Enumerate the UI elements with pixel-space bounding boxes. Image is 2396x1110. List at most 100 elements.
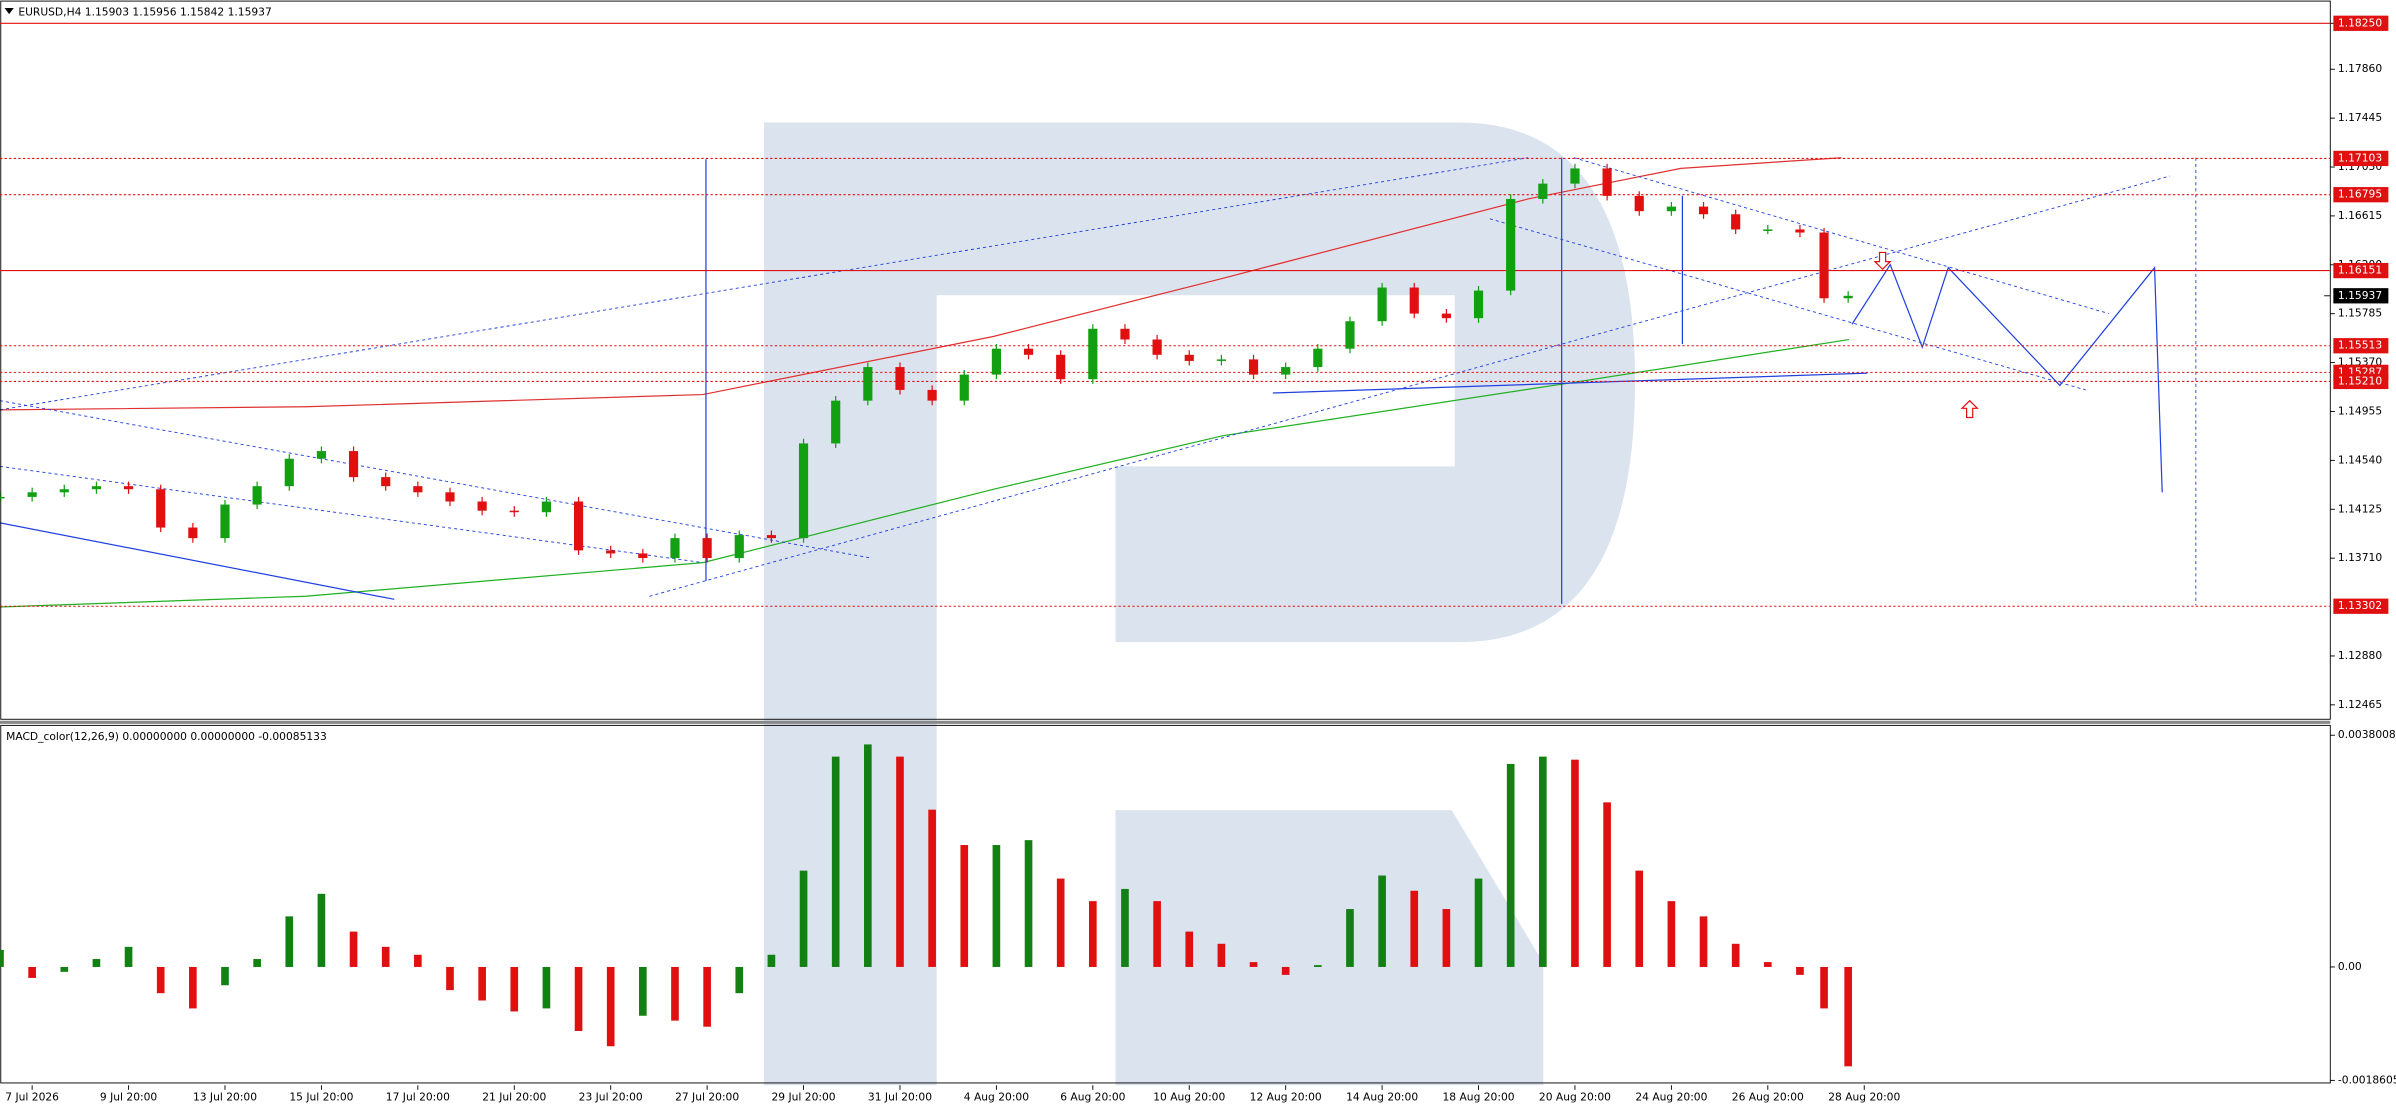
- drawings: [0, 157, 2197, 608]
- trend-line: [1573, 157, 2109, 315]
- macd-bar: [253, 959, 261, 967]
- candle: [1763, 229, 1773, 231]
- x-tick-label: 12 Aug 20:00: [1250, 1090, 1322, 1103]
- candle: [638, 553, 648, 559]
- candle: [381, 477, 391, 487]
- candle: [1184, 354, 1194, 361]
- x-tick-label: 20 Aug 20:00: [1539, 1090, 1611, 1103]
- ma-red: [0, 157, 1842, 411]
- candle: [1409, 287, 1419, 314]
- macd-bar: [896, 756, 904, 967]
- candle: [606, 550, 616, 554]
- macd-frame: [0, 724, 2331, 1084]
- price-frame: [0, 0, 2331, 720]
- x-tick-label: 31 Jul 20:00: [868, 1090, 932, 1103]
- macd-bar: [446, 966, 454, 991]
- candle: [541, 501, 551, 513]
- macd-bar: [1121, 888, 1129, 967]
- y-tick-label: 1.13710: [2338, 551, 2382, 564]
- candle: [284, 458, 294, 487]
- macd-bar: [1796, 966, 1804, 975]
- trend-line: [1272, 372, 1868, 394]
- macd-bar: [864, 744, 872, 967]
- candle: [1666, 206, 1676, 212]
- candle: [156, 489, 166, 528]
- macd-bar: [1410, 890, 1419, 967]
- macd-bar: [1820, 966, 1828, 1009]
- macd-bar: [349, 931, 358, 967]
- candle: [1281, 367, 1291, 375]
- candle: [798, 443, 809, 539]
- x-tick-label: 17 Jul 20:00: [386, 1090, 450, 1103]
- candle: [1313, 348, 1323, 368]
- x-tick-label: 10 Aug 20:00: [1153, 1090, 1225, 1103]
- x-tick-label: 27 Jul 20:00: [675, 1090, 739, 1103]
- trend-line: [0, 157, 1529, 411]
- x-tick-label: 9 Jul 20:00: [100, 1090, 157, 1103]
- x-tick-label: 23 Jul 20:00: [579, 1090, 643, 1103]
- menu-triangle: [4, 7, 14, 15]
- macd-bar: [1474, 878, 1483, 967]
- macd-bar: [671, 966, 679, 1021]
- arrow-down: [1873, 251, 1892, 271]
- level-label-box: [2333, 262, 2389, 279]
- macd-bar: [1763, 962, 1772, 967]
- candle: [927, 389, 937, 401]
- y-tick-label: 1.14125: [2338, 502, 2382, 515]
- y-tick-label: 1.15785: [2338, 307, 2382, 320]
- watermark-base: [1115, 810, 1544, 1086]
- candle: [702, 538, 712, 559]
- trend-line: [0, 400, 872, 559]
- candle: [1602, 168, 1612, 196]
- chart-title: EURUSD,H4 1.15903 1.15956 1.15842 1.1593…: [18, 6, 271, 19]
- macd-bar: [960, 845, 969, 967]
- candle: [1088, 328, 1098, 380]
- candle: [1731, 214, 1741, 230]
- macd-bar: [928, 809, 936, 967]
- macd-bar: [381, 946, 390, 967]
- ma-green: [0, 338, 1850, 608]
- candle: [477, 501, 487, 511]
- macd-bar: [1506, 763, 1515, 967]
- macd-bar: [831, 756, 840, 967]
- candle: [27, 492, 37, 497]
- candle: [1056, 354, 1066, 380]
- candle: [959, 374, 969, 401]
- macd-bar: [414, 954, 422, 967]
- macd-bar: [0, 949, 4, 967]
- macd-bar: [767, 954, 776, 967]
- macd-bar: [1731, 943, 1740, 967]
- y-tick-label: 1.16615: [2338, 209, 2382, 222]
- watermark-r: [764, 122, 1636, 1086]
- candle: [509, 510, 519, 513]
- candle: [1843, 295, 1853, 299]
- x-tick-label: 7 Jul 2026: [5, 1090, 59, 1103]
- last-price-label: 1.15937: [2338, 289, 2382, 302]
- macd-bar: [1538, 756, 1547, 967]
- y-tick-label: 0.00: [2338, 960, 2362, 973]
- candle: [1634, 195, 1644, 212]
- candle: [188, 527, 198, 539]
- candle: [413, 486, 423, 493]
- candle: [1152, 339, 1162, 355]
- macd-bar: [156, 966, 165, 994]
- y-tick-label: 1.12465: [2338, 698, 2382, 711]
- candle: [734, 535, 744, 559]
- level-label: 1.13302: [2338, 599, 2382, 612]
- candle: [831, 400, 841, 444]
- x-tick-label: 21 Jul 20:00: [482, 1090, 546, 1103]
- macd-bar: [1346, 909, 1354, 967]
- macd-bar: [285, 916, 294, 967]
- candle: [123, 486, 134, 490]
- macd-bar: [1024, 840, 1033, 967]
- candle: [1795, 229, 1805, 233]
- macd-bar: [574, 966, 583, 1031]
- candle: [1345, 321, 1355, 349]
- trend-line: [0, 465, 703, 564]
- candle: [991, 348, 1001, 375]
- y-tick-label: 1.14955: [2338, 404, 2382, 417]
- candle: [348, 451, 359, 478]
- candle: [895, 367, 905, 390]
- last-price-box: [2333, 288, 2389, 304]
